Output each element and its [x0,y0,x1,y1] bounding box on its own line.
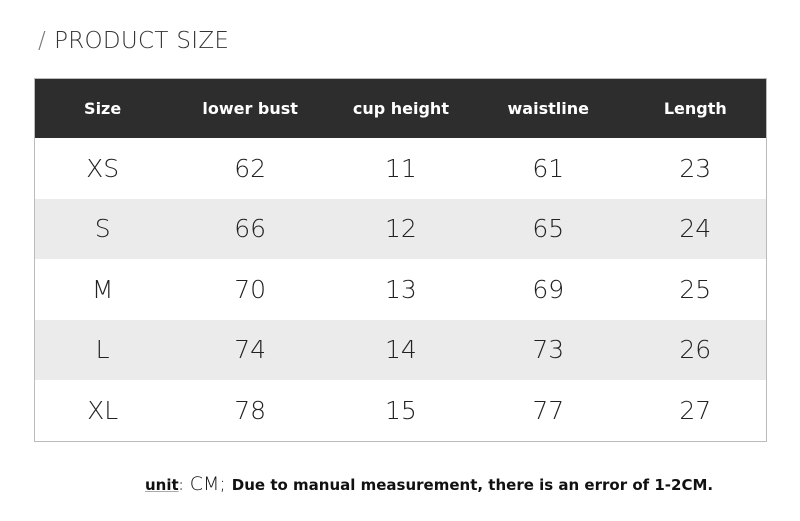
header-waistline: waistline [471,78,625,138]
cell: 14 [330,319,472,380]
cell: 62 [234,153,267,183]
unit-value: CM; [189,473,226,495]
cell: 23 [679,153,712,183]
table-row: S 66 12 65 24 [34,198,767,259]
cell: 11 [385,153,417,183]
cell: 15 [385,395,417,425]
cell: XS [86,153,120,183]
cell: S [34,198,171,259]
page-title: / PRODUCT SIZE [38,28,229,54]
cell: 24 [624,198,767,259]
cell: 73 [471,319,625,380]
cell: 13 [385,274,417,304]
cell: 74 [170,319,331,380]
cell: 27 [679,395,712,425]
unit-label: unit [145,476,179,494]
cell: XL [87,395,119,425]
title-text: PRODUCT SIZE [54,28,230,54]
cell: L [34,319,171,380]
header-length: Length [624,78,767,138]
table-row: L 74 14 73 26 [34,319,767,380]
footer-note: unit: CM; Due to manual measurement, there… [145,473,713,495]
cell: 77 [532,395,565,425]
measurement-note: Due to manual measurement, there is an e… [231,476,714,494]
table-row: XL 78 15 77 27 [35,380,767,441]
cell: 25 [679,274,712,304]
cell: 66 [170,198,331,259]
title-slash: / [38,28,47,54]
cell: M [91,274,114,304]
cell: 78 [234,395,267,425]
cell: 12 [330,198,472,259]
cell: 26 [624,319,767,380]
header-size: Size [34,78,171,138]
unit-separator: : [178,476,184,494]
size-table: Size lower bust cup height waistline Len… [34,78,767,442]
cell: 65 [471,198,625,259]
header-lower-bust: lower bust [170,78,331,138]
cell: 61 [532,153,565,183]
table-row: XS 62 11 61 23 [35,138,767,199]
table-header-row: Size lower bust cup height waistline Len… [34,78,767,138]
header-cup-height: cup height [330,78,472,138]
table-row: M 70 13 69 25 [35,259,767,320]
cell: 70 [234,274,267,304]
cell: 69 [532,274,565,304]
